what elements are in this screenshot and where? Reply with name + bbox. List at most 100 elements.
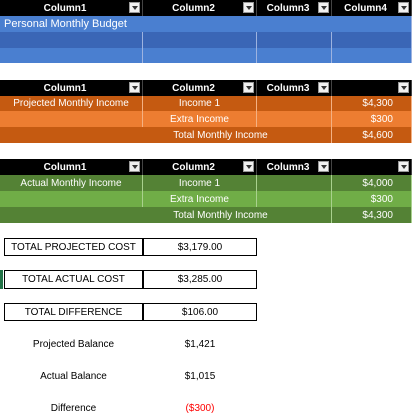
actual-extra-row: Extra Income $300 bbox=[0, 191, 412, 207]
summary-label-actual-balance[interactable]: Actual Balance bbox=[4, 367, 143, 385]
header-label: Column3 bbox=[266, 82, 310, 94]
header-cell-column4[interactable]: Column4 bbox=[332, 0, 412, 16]
summary-label: TOTAL PROJECTED COST bbox=[11, 241, 136, 253]
table-cell[interactable] bbox=[257, 96, 332, 111]
summary-label-difference[interactable]: Difference bbox=[4, 399, 143, 417]
table-cell[interactable] bbox=[332, 32, 412, 48]
income-value-cell[interactable]: $4,000 bbox=[332, 175, 412, 191]
summary-value-difference[interactable]: ($300) bbox=[143, 399, 257, 417]
summary-value: $106.00 bbox=[181, 306, 219, 318]
filter-dropdown-icon[interactable] bbox=[318, 82, 329, 93]
active-cell-indicator bbox=[0, 270, 3, 289]
header-cell-column4[interactable] bbox=[332, 80, 412, 96]
income-name-cell[interactable]: Extra Income bbox=[143, 191, 257, 207]
header-label: Column1 bbox=[43, 82, 87, 94]
total-label-cell[interactable]: Total Monthly Income bbox=[0, 127, 332, 143]
summary-label-total-actual-cost[interactable]: TOTAL ACTUAL COST bbox=[4, 270, 143, 289]
income1-value: $4,000 bbox=[362, 177, 393, 189]
income-value-cell[interactable]: $4,300 bbox=[332, 96, 412, 111]
filter-dropdown-icon[interactable] bbox=[243, 82, 254, 93]
projected-label-cell[interactable]: Projected Monthly Income bbox=[0, 96, 143, 111]
table-cell[interactable] bbox=[0, 191, 143, 207]
summary-value-total-projected-cost[interactable]: $3,179.00 bbox=[143, 238, 257, 256]
table-cell[interactable] bbox=[257, 48, 332, 63]
total-value-cell[interactable]: $4,300 bbox=[332, 207, 412, 223]
filter-dropdown-icon[interactable] bbox=[398, 2, 409, 13]
income-name-cell[interactable]: Income 1 bbox=[143, 175, 257, 191]
header-cell-column1[interactable]: Column1 bbox=[0, 80, 143, 96]
header-cell-column3[interactable]: Column3 bbox=[257, 159, 332, 175]
projected-income-label: Projected Monthly Income bbox=[13, 98, 129, 109]
total-income-label: Total Monthly Income bbox=[173, 209, 268, 221]
header-cell-column4[interactable] bbox=[332, 159, 412, 175]
table-cell[interactable] bbox=[332, 48, 412, 63]
summary-label-total-projected-cost[interactable]: TOTAL PROJECTED COST bbox=[4, 238, 143, 256]
summary-value-total-difference[interactable]: $106.00 bbox=[143, 303, 257, 321]
projected-total-row: Total Monthly Income $4,600 bbox=[0, 127, 412, 143]
summary-value-actual-balance[interactable]: $1,015 bbox=[143, 367, 257, 385]
summary-value: $3,285.00 bbox=[177, 274, 223, 285]
filter-dropdown-icon[interactable] bbox=[398, 82, 409, 93]
filter-dropdown-icon[interactable] bbox=[129, 161, 140, 172]
income-value-cell[interactable]: $300 bbox=[332, 191, 412, 207]
filter-dropdown-icon[interactable] bbox=[129, 2, 140, 13]
header-cell-column1[interactable]: Column1 bbox=[0, 0, 143, 16]
projected-income1-row: Projected Monthly Income Income 1 $4,300 bbox=[0, 96, 412, 111]
table-cell[interactable] bbox=[257, 191, 332, 207]
filter-dropdown-icon[interactable] bbox=[243, 161, 254, 172]
total-income-value: $4,600 bbox=[362, 129, 393, 141]
budget-title: Personal Monthly Budget bbox=[4, 18, 127, 30]
header-label: Column2 bbox=[172, 2, 215, 14]
blue-table-header-row: Column1 Column2 Column3 Column4 bbox=[0, 0, 412, 16]
table-cell[interactable] bbox=[0, 111, 143, 127]
filter-dropdown-icon[interactable] bbox=[398, 161, 409, 172]
header-label: Column4 bbox=[344, 2, 387, 14]
budget-title-cell[interactable]: Personal Monthly Budget bbox=[0, 16, 412, 32]
total-label-cell[interactable]: Total Monthly Income bbox=[0, 207, 332, 223]
header-label: Column3 bbox=[266, 161, 310, 173]
actual-label-cell[interactable]: Actual Monthly Income bbox=[0, 175, 143, 191]
summary-label: TOTAL DIFFERENCE bbox=[24, 306, 123, 318]
summary-value: $3,179.00 bbox=[177, 241, 223, 253]
summary-value-total-actual-cost[interactable]: $3,285.00 bbox=[143, 270, 257, 289]
summary-label: Difference bbox=[50, 402, 97, 414]
header-cell-column2[interactable]: Column2 bbox=[143, 159, 257, 175]
actual-header-row: Column1 Column2 Column3 bbox=[0, 159, 412, 175]
header-label: Column1 bbox=[43, 2, 87, 14]
projected-header-row: Column1 Column2 Column3 bbox=[0, 80, 412, 96]
total-value-cell[interactable]: $4,600 bbox=[332, 127, 412, 143]
actual-income1-row: Actual Monthly Income Income 1 $4,000 bbox=[0, 175, 412, 191]
summary-label-projected-balance[interactable]: Projected Balance bbox=[4, 335, 143, 353]
filter-dropdown-icon[interactable] bbox=[318, 2, 329, 13]
extra-income-label: Extra Income bbox=[170, 193, 229, 205]
table-cell[interactable] bbox=[0, 32, 143, 48]
table-cell[interactable] bbox=[257, 32, 332, 48]
summary-label-total-difference[interactable]: TOTAL DIFFERENCE bbox=[4, 303, 143, 321]
summary-label: TOTAL ACTUAL COST bbox=[22, 274, 125, 285]
filter-dropdown-icon[interactable] bbox=[129, 82, 140, 93]
table-cell[interactable] bbox=[143, 32, 257, 48]
table-cell[interactable] bbox=[0, 48, 143, 63]
header-cell-column2[interactable]: Column2 bbox=[143, 80, 257, 96]
income-value-cell[interactable]: $300 bbox=[332, 111, 412, 127]
summary-value: $1,421 bbox=[184, 338, 216, 350]
header-cell-column2[interactable]: Column2 bbox=[143, 0, 257, 16]
header-cell-column3[interactable]: Column3 bbox=[257, 0, 332, 16]
filter-dropdown-icon[interactable] bbox=[318, 161, 329, 172]
summary-value: ($300) bbox=[185, 402, 215, 414]
income-name-cell[interactable]: Income 1 bbox=[143, 96, 257, 111]
filter-dropdown-icon[interactable] bbox=[243, 2, 254, 13]
extra-income-label: Extra Income bbox=[170, 113, 229, 125]
income1-label: Income 1 bbox=[178, 177, 221, 189]
blue-table-row bbox=[0, 48, 412, 63]
header-cell-column3[interactable]: Column3 bbox=[257, 80, 332, 96]
table-cell[interactable] bbox=[257, 111, 332, 127]
income-name-cell[interactable]: Extra Income bbox=[143, 111, 257, 127]
blue-table-row bbox=[0, 32, 412, 49]
summary-value-projected-balance[interactable]: $1,421 bbox=[143, 335, 257, 353]
table-cell[interactable] bbox=[143, 48, 257, 63]
projected-extra-row: Extra Income $300 bbox=[0, 111, 412, 127]
extra-income-value: $300 bbox=[370, 113, 393, 125]
header-cell-column1[interactable]: Column1 bbox=[0, 159, 143, 175]
table-cell[interactable] bbox=[257, 175, 332, 191]
